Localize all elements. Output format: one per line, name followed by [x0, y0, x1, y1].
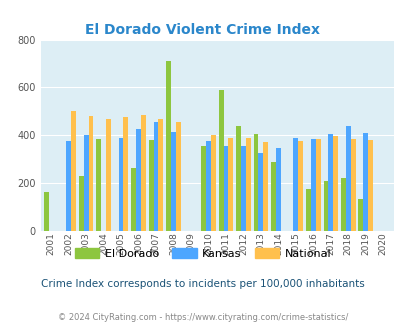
Bar [253, 134, 258, 231]
Text: Crime Index corresponds to incidents per 100,000 inhabitants: Crime Index corresponds to incidents per… [41, 279, 364, 289]
Bar [340, 178, 345, 231]
Bar [241, 146, 245, 231]
Bar [131, 168, 136, 231]
Text: El Dorado Violent Crime Index: El Dorado Violent Crime Index [85, 23, 320, 37]
Bar [298, 141, 303, 231]
Bar [136, 129, 141, 231]
Bar [271, 162, 275, 231]
Bar [123, 117, 128, 231]
Legend: El Dorado, Kansas, National: El Dorado, Kansas, National [70, 243, 335, 263]
Bar [223, 146, 228, 231]
Bar [228, 138, 233, 231]
Bar [358, 199, 362, 231]
Bar [200, 146, 205, 231]
Bar [362, 133, 367, 231]
Bar [345, 126, 350, 231]
Bar [153, 122, 158, 231]
Bar [79, 176, 83, 231]
Bar [258, 153, 263, 231]
Bar [245, 138, 250, 231]
Bar [88, 116, 93, 231]
Bar [350, 139, 355, 231]
Bar [171, 132, 175, 231]
Bar [141, 115, 145, 231]
Bar [166, 61, 171, 231]
Text: © 2024 CityRating.com - https://www.cityrating.com/crime-statistics/: © 2024 CityRating.com - https://www.city… [58, 313, 347, 322]
Bar [205, 141, 210, 231]
Bar [275, 148, 280, 231]
Bar [328, 134, 333, 231]
Bar [367, 140, 372, 231]
Bar [333, 137, 337, 231]
Bar [175, 122, 180, 231]
Bar [148, 140, 153, 231]
Bar [44, 191, 49, 231]
Bar [323, 181, 328, 231]
Bar [106, 118, 111, 231]
Bar [218, 90, 223, 231]
Bar [71, 112, 76, 231]
Bar [96, 139, 101, 231]
Bar [293, 138, 298, 231]
Bar [236, 126, 241, 231]
Bar [210, 135, 215, 231]
Bar [66, 141, 71, 231]
Bar [118, 138, 123, 231]
Bar [305, 189, 310, 231]
Bar [158, 118, 163, 231]
Bar [310, 139, 315, 231]
Bar [83, 135, 88, 231]
Bar [315, 139, 320, 231]
Bar [263, 143, 268, 231]
